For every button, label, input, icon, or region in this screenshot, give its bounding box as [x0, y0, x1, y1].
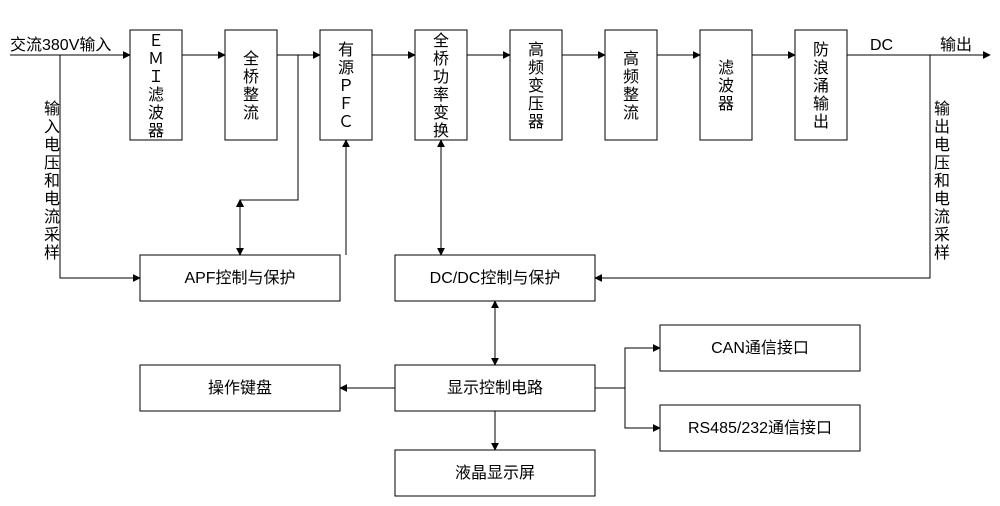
vlabel: 电	[44, 136, 60, 154]
block-label: 出	[813, 113, 829, 131]
label: 交流380V输入	[10, 36, 111, 54]
block-label: 滤	[148, 86, 164, 104]
block-label: 变	[433, 104, 449, 122]
vlabel: 输	[934, 100, 950, 118]
vlabel: 出	[934, 118, 950, 136]
block-label: 器	[148, 122, 164, 140]
block-label: 整	[243, 86, 259, 104]
block-label: 桥	[243, 68, 259, 86]
block-label: 滤	[718, 59, 734, 77]
block-label: 涌	[813, 77, 829, 95]
vlabel: 流	[44, 208, 60, 226]
block-diagram: ＥＭＩ滤波器全桥整流有源ＰＦＣ全桥功率变换高频变压器高频整流滤波器防浪涌输出AP…	[0, 0, 1000, 506]
block-label: 变	[528, 77, 544, 95]
vlabel: 采	[934, 226, 950, 244]
block-label: 液晶显示屏	[455, 464, 535, 482]
block-label: 高	[623, 50, 639, 68]
vlabel: 电	[44, 190, 60, 208]
block-label: 波	[148, 104, 164, 122]
vlabel: 和	[44, 172, 60, 190]
block-label: 频	[528, 59, 544, 77]
block-label: 波	[718, 77, 734, 95]
label: DC	[870, 37, 893, 54]
block-label: Ｆ	[338, 96, 354, 113]
block-label: Ｅ	[148, 33, 164, 50]
block-label: 流	[623, 104, 639, 122]
vlabel: 和	[934, 172, 950, 190]
vlabel: 采	[44, 226, 60, 244]
vlabel: 输	[44, 100, 60, 118]
block-label: DC/DC控制与保护	[430, 269, 561, 287]
block-label: 输	[813, 95, 829, 113]
block-label: 频	[623, 68, 639, 86]
block-label: 功	[433, 68, 449, 86]
block-label: RS485/232通信接口	[688, 419, 832, 437]
vlabel: 电	[934, 190, 950, 208]
block-label: 压	[528, 96, 544, 113]
vlabel: 压	[44, 155, 60, 172]
block-label: 全	[433, 32, 449, 50]
block-label: 器	[718, 95, 734, 113]
block-label: CAN通信接口	[711, 339, 809, 357]
block-label: 有	[338, 41, 354, 59]
block-label: 流	[243, 104, 259, 122]
block-label: 桥	[433, 50, 449, 68]
arrow	[595, 388, 660, 428]
block-label: Ｃ	[338, 114, 354, 131]
block-label: 整	[623, 86, 639, 104]
block-label: 防	[813, 41, 829, 59]
block-label: 率	[433, 86, 449, 104]
vlabel: 压	[934, 155, 950, 172]
arrow	[60, 55, 140, 278]
vlabel: 入	[44, 119, 60, 136]
vlabel: 电	[934, 136, 950, 154]
vlabel: 样	[44, 244, 60, 262]
block-label: APF控制与保护	[184, 269, 295, 287]
block-label: Ｉ	[148, 69, 164, 86]
block-label: Ｍ	[148, 51, 164, 68]
block-label: 高	[528, 41, 544, 59]
vlabel: 样	[934, 244, 950, 262]
block-label: 器	[528, 113, 544, 131]
vlabel: 流	[934, 208, 950, 226]
block-label: Ｐ	[338, 78, 354, 95]
block-label: 浪	[813, 59, 829, 77]
arrow	[595, 348, 660, 388]
block-label: 源	[338, 59, 354, 77]
label: 输出	[940, 36, 972, 54]
block-label: 全	[243, 50, 259, 68]
block-label: 显示控制电路	[447, 379, 543, 397]
block-label: 操作键盘	[208, 378, 272, 397]
block-label: 换	[433, 122, 449, 140]
